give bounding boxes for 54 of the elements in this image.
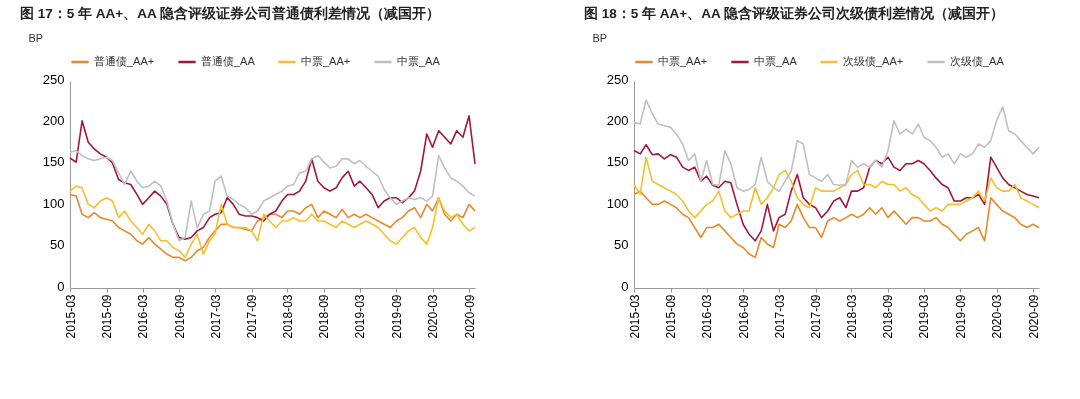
y-tick-label: 250 (606, 71, 629, 87)
y-tick-label: 100 (606, 195, 629, 211)
x-tick-label: 2019-09 (953, 294, 968, 339)
y-tick-label: 50 (614, 237, 629, 253)
line-series (633, 190, 1040, 259)
y-tick-label: 100 (42, 195, 65, 211)
y-tick-label: 150 (42, 154, 65, 170)
x-tick-label: 2016-03 (136, 294, 151, 339)
chart-title: 图 18：5 年 AA+、AA 隐含评级证券公司次级债利差情况（减国开） (584, 5, 1004, 21)
x-tick-label: 2017-09 (245, 294, 260, 339)
line-series (633, 143, 1040, 242)
x-tick-label: 2015-03 (63, 294, 78, 339)
x-tick-label: 2018-03 (280, 294, 295, 339)
chart-title: 图 17：5 年 AA+、AA 隐含评级证券公司普通债利差情况（减国开） (20, 4, 440, 21)
x-tick-label: 2020-03 (426, 294, 441, 339)
legend-label: 中票_AA (397, 55, 441, 67)
x-tick-label: 2020-03 (990, 294, 1005, 339)
x-tick-label: 2016-09 (736, 294, 751, 339)
x-tick-label: 2017-09 (809, 294, 824, 339)
line-series (633, 156, 1040, 219)
y-tick-label: 0 (57, 278, 65, 294)
legend-label: 次级债_AA (950, 55, 1005, 67)
x-tick-label: 2019-03 (353, 294, 368, 339)
x-tick-label: 2018-09 (881, 294, 896, 339)
legend-label: 中票_AA+ (658, 55, 708, 67)
legend-label: 中票_AA+ (301, 55, 351, 67)
y-tick-label: 250 (42, 71, 65, 87)
y-axis-title: BP (28, 31, 44, 44)
y-tick-label: 200 (42, 112, 65, 128)
x-tick-label: 2019-09 (389, 294, 404, 339)
line-series (69, 114, 476, 240)
x-tick-label: 2017-03 (208, 294, 223, 339)
x-tick-label: 2015-09 (100, 294, 115, 339)
legend-label: 普通债_AA+ (94, 55, 155, 67)
x-tick-label: 2019-03 (917, 294, 932, 339)
y-axis-title: BP (592, 31, 608, 44)
x-tick-label: 2015-03 (627, 294, 642, 339)
x-tick-label: 2017-03 (772, 294, 787, 339)
line-series (69, 149, 476, 242)
x-tick-label: 2016-03 (700, 294, 715, 339)
x-tick-label: 2020-09 (462, 294, 477, 339)
x-tick-label: 2015-09 (664, 294, 679, 339)
y-tick-label: 50 (50, 237, 65, 253)
y-tick-label: 150 (606, 154, 629, 170)
x-tick-label: 2018-03 (844, 294, 859, 339)
y-tick-label: 0 (621, 278, 629, 294)
x-tick-label: 2016-09 (172, 294, 187, 339)
line-series (633, 99, 1040, 192)
x-tick-label: 2020-09 (1026, 294, 1041, 339)
y-tick-label: 200 (606, 112, 629, 128)
legend-label: 次级债_AA+ (843, 55, 904, 67)
legend-label: 普通债_AA (201, 55, 256, 67)
x-tick-label: 2018-09 (317, 294, 332, 339)
legend-label: 中票_AA (754, 55, 798, 67)
